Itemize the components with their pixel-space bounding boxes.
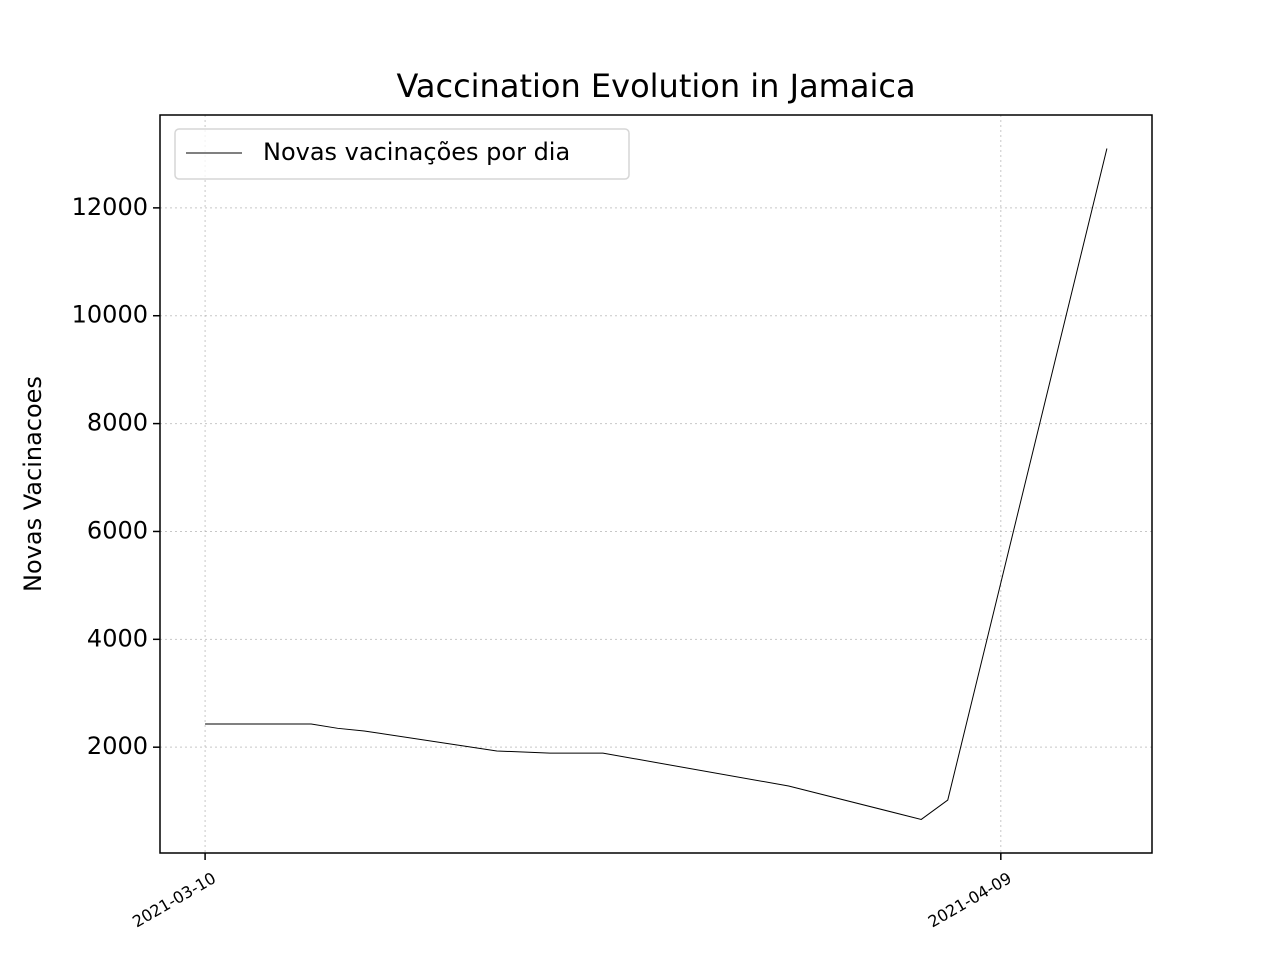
plot-frame bbox=[159, 114, 1153, 854]
y-tick-label: 2000 bbox=[87, 732, 148, 760]
x-axis-label: Data bbox=[627, 956, 684, 960]
legend-label: Novas vacinações por dia bbox=[263, 138, 570, 166]
chart-title: Vaccination Evolution in Jamaica bbox=[396, 67, 915, 105]
y-tick-label: 8000 bbox=[87, 409, 148, 437]
data-line bbox=[205, 148, 1108, 820]
y-tick-label: 6000 bbox=[87, 516, 148, 544]
legend: Novas vacinações por dia bbox=[174, 128, 630, 180]
y-axis-label: Novas Vacinacoes bbox=[19, 376, 47, 592]
y-tick-label: 12000 bbox=[72, 193, 148, 221]
legend-box bbox=[174, 128, 630, 180]
y-tick-label: 4000 bbox=[87, 624, 148, 652]
x-tick-label: 2021-03-10 bbox=[129, 868, 219, 931]
y-tick-label: 10000 bbox=[72, 301, 148, 329]
x-tick-label: 2021-04-09 bbox=[925, 868, 1015, 931]
